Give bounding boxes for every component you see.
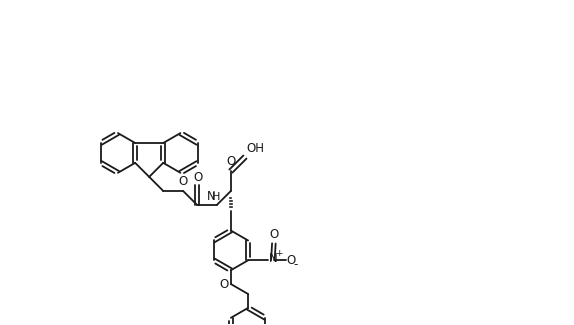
Text: N: N: [269, 252, 278, 265]
Text: O: O: [226, 155, 235, 168]
Text: O: O: [220, 278, 229, 291]
Text: H: H: [212, 192, 220, 202]
Text: -: -: [294, 258, 298, 271]
Text: +: +: [275, 249, 282, 258]
Text: O: O: [287, 254, 296, 267]
Text: O: O: [193, 171, 203, 184]
Text: O: O: [179, 175, 188, 188]
Text: OH: OH: [246, 142, 264, 155]
Text: N: N: [207, 190, 215, 203]
Text: O: O: [269, 228, 278, 241]
